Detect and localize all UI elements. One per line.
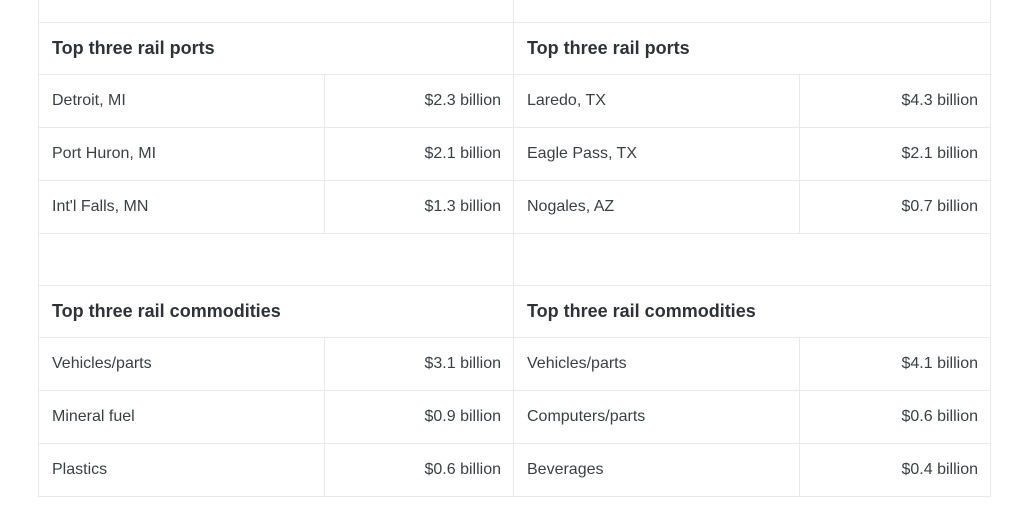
commodity-value-cell: $0.6 billion [799,389,991,444]
port-name-cell: Laredo, TX [513,73,800,128]
spacer-cell [513,0,991,23]
port-value-cell: $2.1 billion [324,126,514,181]
section-title-ports-right: Top three rail ports [513,21,991,75]
port-name-cell: Port Huron, MI [38,126,325,181]
commodity-name-cell: Mineral fuel [38,389,325,444]
commodity-value-cell: $0.4 billion [799,442,991,497]
port-value-cell: $0.7 billion [799,179,991,234]
port-value-cell: $4.3 billion [799,73,991,128]
spacer-row-middle [38,232,991,286]
spacer-cell [513,232,991,286]
section-title-commodities-right: Top three rail commodities [513,284,991,338]
port-name-cell: Int'l Falls, MN [38,179,325,234]
rail-stats-table: Top three rail ports Top three rail port… [38,0,991,497]
commodity-name-cell: Vehicles/parts [513,336,800,391]
rail-stats-table-container: Top three rail ports Top three rail port… [38,0,991,497]
commodity-name-cell: Plastics [38,442,325,497]
commodity-value-cell: $0.6 billion [324,442,514,497]
port-value-cell: $1.3 billion [324,179,514,234]
port-value-cell: $2.1 billion [799,126,991,181]
rail-commodity-row: Plastics $0.6 billion Beverages $0.4 bil… [38,442,991,497]
spacer-cell [38,0,514,23]
commodity-name-cell: Vehicles/parts [38,336,325,391]
rail-port-row: Detroit, MI $2.3 billion Laredo, TX $4.3… [38,73,991,128]
commodity-value-cell: $3.1 billion [324,336,514,391]
rail-port-row: Int'l Falls, MN $1.3 billion Nogales, AZ… [38,179,991,234]
commodity-name-cell: Computers/parts [513,389,800,444]
section-header-row-ports: Top three rail ports Top three rail port… [38,21,991,75]
commodity-value-cell: $0.9 billion [324,389,514,444]
port-name-cell: Detroit, MI [38,73,325,128]
port-name-cell: Eagle Pass, TX [513,126,800,181]
section-title-commodities-left: Top three rail commodities [38,284,514,338]
section-title-ports-left: Top three rail ports [38,21,514,75]
commodity-value-cell: $4.1 billion [799,336,991,391]
commodity-name-cell: Beverages [513,442,800,497]
section-header-row-commodities: Top three rail commodities Top three rai… [38,284,991,338]
spacer-row-top [38,0,991,23]
port-name-cell: Nogales, AZ [513,179,800,234]
port-value-cell: $2.3 billion [324,73,514,128]
rail-port-row: Port Huron, MI $2.1 billion Eagle Pass, … [38,126,991,181]
rail-commodity-row: Mineral fuel $0.9 billion Computers/part… [38,389,991,444]
spacer-cell [38,232,514,286]
rail-commodity-row: Vehicles/parts $3.1 billion Vehicles/par… [38,336,991,391]
